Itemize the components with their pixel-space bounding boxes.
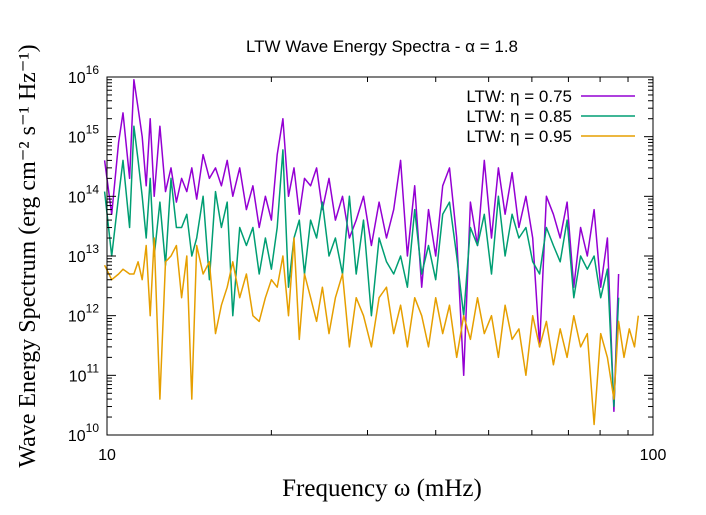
legend-label: LTW: η = 0.85 bbox=[466, 107, 572, 126]
series-line-2 bbox=[103, 125, 620, 408]
legend-label: LTW: η = 0.75 bbox=[466, 87, 572, 106]
x-tick-label: 10 bbox=[98, 447, 116, 464]
series-line-3 bbox=[103, 237, 640, 426]
x-axis-label: Frequency ω (mHz) bbox=[282, 475, 482, 502]
series-line-1 bbox=[103, 78, 620, 413]
ticks-layer: 1010 1011 1012 1013 1014 1015 1016 10 100 bbox=[68, 63, 667, 464]
y-tick-label: 1014 bbox=[68, 182, 99, 206]
y-axis-label: Wave Energy Spectrum (erg cm⁻² s⁻¹ Hz⁻¹) bbox=[15, 44, 41, 467]
y-tick-label: 1016 bbox=[68, 63, 99, 87]
series-layer bbox=[103, 78, 640, 426]
legend-label: LTW: η = 0.95 bbox=[466, 127, 572, 146]
y-tick-label: 1012 bbox=[68, 302, 99, 326]
y-tick-label: 1010 bbox=[68, 421, 99, 445]
x-tick-label: 100 bbox=[640, 447, 667, 464]
chart-title: LTW Wave Energy Spectra - α = 1.8 bbox=[246, 37, 518, 56]
y-tick-label: 1011 bbox=[69, 361, 100, 385]
y-tick-label: 1013 bbox=[68, 242, 99, 266]
y-tick-label: 1015 bbox=[68, 123, 99, 147]
